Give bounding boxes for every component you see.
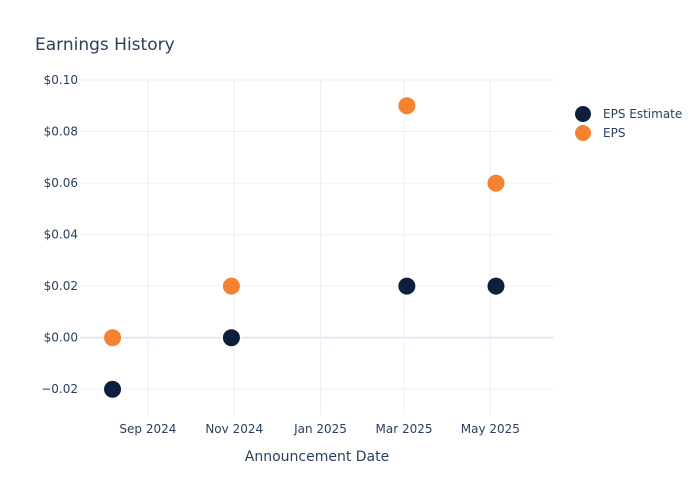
x-axis-label: Announcement Date	[245, 449, 389, 465]
legend-item-eps-estimate[interactable]: EPS Estimate	[575, 106, 682, 122]
x-tick-label: Mar 2025	[376, 422, 433, 436]
eps-estimate-point[interactable]	[221, 328, 241, 348]
data-points	[103, 96, 506, 399]
x-tick-label: Jan 2025	[293, 422, 347, 436]
y-axis-ticks: $0.10 $0.08 $0.06 $0.04 $0.02 $0.00 −0.02	[41, 73, 78, 396]
legend[interactable]: EPS Estimate EPS	[575, 106, 682, 141]
eps-estimate-point[interactable]	[103, 379, 123, 399]
eps-point[interactable]	[221, 276, 241, 296]
x-tick-label: May 2025	[461, 422, 520, 436]
x-axis-ticks: Sep 2024 Nov 2024 Jan 2025 Mar 2025 May 2025	[119, 422, 519, 436]
grid-layer	[80, 79, 554, 415]
y-tick-label: −0.02	[41, 382, 78, 396]
y-tick-label: $0.04	[44, 228, 78, 242]
legend-item-eps[interactable]: EPS	[575, 125, 625, 141]
y-tick-label: $0.06	[44, 176, 78, 190]
y-tick-label: $0.10	[44, 73, 78, 87]
y-tick-label: $0.02	[44, 279, 78, 293]
legend-label: EPS	[603, 126, 625, 140]
y-tick-label: $0.08	[44, 125, 78, 139]
chart-title: Earnings History	[35, 35, 175, 55]
x-tick-label: Nov 2024	[205, 422, 263, 436]
x-tick-label: Sep 2024	[119, 422, 176, 436]
eps-point[interactable]	[103, 328, 123, 348]
legend-marker	[575, 125, 591, 141]
legend-label: EPS Estimate	[603, 107, 682, 121]
eps-estimate-point[interactable]	[397, 276, 417, 296]
y-tick-label: $0.00	[44, 331, 78, 345]
eps-point[interactable]	[397, 96, 417, 116]
legend-marker	[575, 106, 591, 122]
eps-point[interactable]	[486, 173, 506, 193]
eps-estimate-point[interactable]	[486, 276, 506, 296]
